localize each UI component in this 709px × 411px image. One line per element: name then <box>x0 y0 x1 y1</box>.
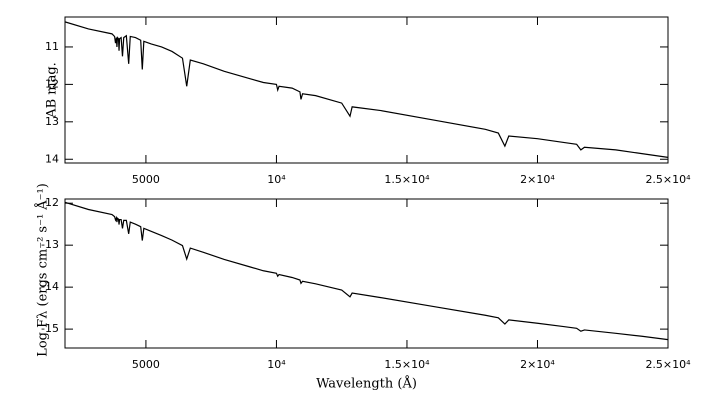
x-axis-label: Wavelength (Å) <box>316 376 417 392</box>
x-tick-label: 10⁴ <box>267 173 286 186</box>
plot-frame <box>64 16 669 164</box>
x-tick-label: 5000 <box>132 358 160 371</box>
y-axis-label: AB mag. <box>45 62 60 119</box>
x-tick-label: 10⁴ <box>267 358 286 371</box>
y-axis-label: Log Fλ (ergs cm⁻² s⁻¹ Å⁻¹) <box>35 183 51 357</box>
x-tick-label: 5000 <box>132 173 160 186</box>
y-tick-label: 11 <box>45 40 59 53</box>
y-tick-label: 14 <box>45 152 59 165</box>
x-tick-label: 1.5×10⁴ <box>384 358 430 371</box>
y-tick-label: 13 <box>45 115 59 128</box>
y-tick-label: -13 <box>41 238 59 251</box>
x-tick-label: 2×10⁴ <box>520 358 555 371</box>
x-tick-label: 2.5×10⁴ <box>645 358 691 371</box>
y-tick-label: -12 <box>41 196 59 209</box>
spectrum-line <box>64 21 669 158</box>
plot-frame <box>64 198 669 349</box>
y-tick-label: -15 <box>41 322 59 335</box>
x-tick-label: 2×10⁴ <box>520 173 555 186</box>
x-tick-label: 2.5×10⁴ <box>645 173 691 186</box>
y-tick-label: 12 <box>45 77 59 90</box>
x-tick-label: 1.5×10⁴ <box>384 173 430 186</box>
y-tick-label: -14 <box>41 280 59 293</box>
spectrum-line <box>64 201 669 341</box>
